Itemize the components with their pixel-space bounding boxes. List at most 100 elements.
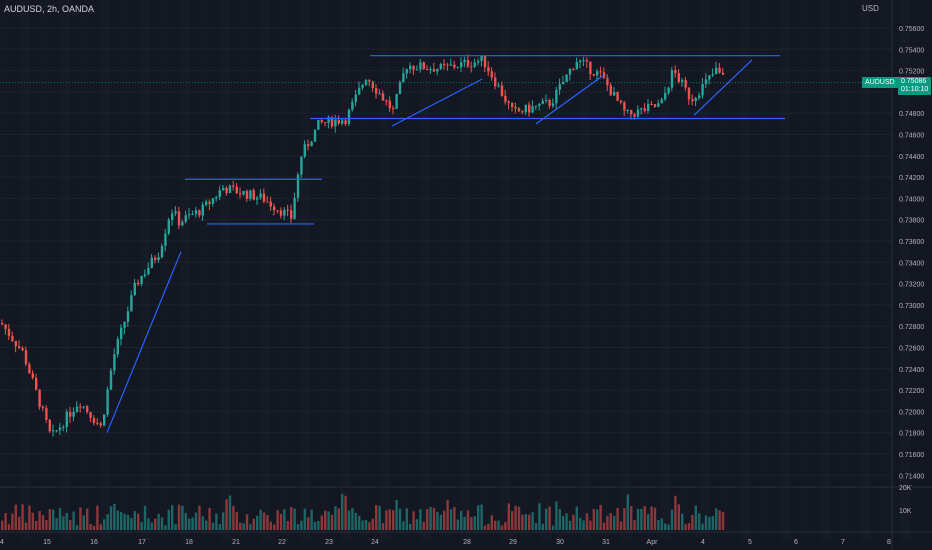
candle-body: [181, 221, 184, 226]
candle-body: [313, 129, 317, 142]
candle-body: [330, 117, 334, 127]
volume-bar: [300, 520, 303, 530]
volume-bar: [266, 515, 269, 530]
volume-bar: [225, 499, 228, 530]
volume-bar: [208, 508, 211, 530]
candle-body: [303, 144, 306, 157]
candle-body: [52, 430, 55, 432]
candle-body: [174, 211, 177, 214]
volume-bar: [140, 521, 143, 530]
volume-bar: [429, 506, 432, 530]
volume-bar: [718, 510, 721, 530]
candle-body: [317, 119, 320, 130]
volume-bar: [606, 515, 609, 530]
volume-bar: [443, 510, 446, 530]
price-tick-label: 0.73200: [899, 282, 924, 289]
volume-bar: [480, 504, 483, 530]
session-band: [180, 0, 190, 540]
volume-bar: [21, 504, 24, 530]
volume-bar: [310, 509, 313, 530]
candle-body: [613, 92, 616, 96]
candle-body: [225, 187, 228, 194]
candle-body: [562, 82, 565, 85]
candle-body: [640, 108, 643, 110]
volume-bar: [232, 505, 235, 530]
volume-bar: [222, 512, 225, 530]
date-tick-label: 22: [278, 539, 286, 546]
session-band: [740, 0, 750, 540]
candle-body: [633, 114, 636, 117]
volume-bar: [494, 520, 497, 530]
price-tick-label: 0.75600: [899, 26, 924, 33]
volume-bar: [361, 520, 364, 530]
candle-body: [1, 323, 4, 325]
candle-body: [347, 109, 351, 124]
candle-body: [660, 99, 663, 104]
candle-body: [171, 213, 174, 220]
volume-bar: [466, 510, 470, 530]
candle-body: [300, 156, 303, 175]
session-band: [480, 0, 490, 540]
session-band: [200, 0, 210, 540]
candle-body: [79, 406, 82, 408]
volume-bar: [106, 514, 109, 530]
volume-bar: [511, 511, 514, 530]
trend-line: [106, 251, 182, 433]
session-band: [40, 0, 50, 540]
date-tick-label: 28: [463, 539, 471, 546]
candle-body: [211, 198, 215, 204]
candle-body: [215, 197, 218, 199]
candle-body: [89, 411, 92, 419]
volume-bar: [378, 505, 381, 530]
volume-bar: [470, 517, 473, 530]
volume-bar: [398, 508, 402, 530]
price-tick-label: 0.72600: [899, 346, 924, 353]
volume-bar: [330, 514, 334, 530]
volume-bar: [45, 520, 48, 530]
volume-bar: [228, 495, 232, 530]
session-band: [540, 0, 550, 540]
candle-body: [205, 201, 208, 205]
candle-body: [269, 201, 272, 207]
volume-bar: [609, 513, 612, 530]
candle-body: [177, 211, 181, 226]
volume-bar: [273, 524, 276, 530]
candle-body: [653, 104, 657, 107]
candle-body: [293, 197, 296, 219]
candle-body: [82, 406, 85, 408]
candle-body: [324, 122, 327, 124]
volume-bar: [432, 507, 436, 530]
candle-body: [398, 81, 402, 94]
volume-bar: [405, 508, 408, 530]
session-band: [400, 0, 410, 540]
candle-body: [538, 103, 541, 106]
candle-body: [327, 117, 330, 123]
candle-body: [358, 87, 361, 95]
candle-body: [511, 102, 514, 107]
volume-bar: [698, 513, 701, 530]
volume-bar: [150, 522, 153, 530]
trend-line: [535, 74, 605, 125]
price-tick-label: 0.75400: [899, 47, 924, 54]
candle-body: [14, 341, 17, 347]
candle-body: [528, 104, 531, 113]
candle-body: [647, 104, 650, 111]
candle-body: [99, 423, 102, 426]
candle-body: [443, 63, 446, 65]
candle-body: [286, 209, 289, 211]
volume-bar: [317, 521, 320, 530]
candle-body: [470, 66, 473, 68]
candle-body: [242, 190, 245, 195]
candle-body: [531, 106, 534, 113]
volume-bar: [446, 499, 449, 530]
volume-bar: [708, 516, 711, 530]
candle-body: [262, 193, 266, 202]
candle-body: [378, 93, 381, 95]
date-tick-label: 31: [602, 539, 610, 546]
volume-bar: [636, 508, 640, 530]
candle-body: [69, 412, 72, 417]
volume-bar: [415, 519, 419, 530]
trend-line: [693, 59, 753, 116]
volume-bar: [303, 508, 306, 530]
